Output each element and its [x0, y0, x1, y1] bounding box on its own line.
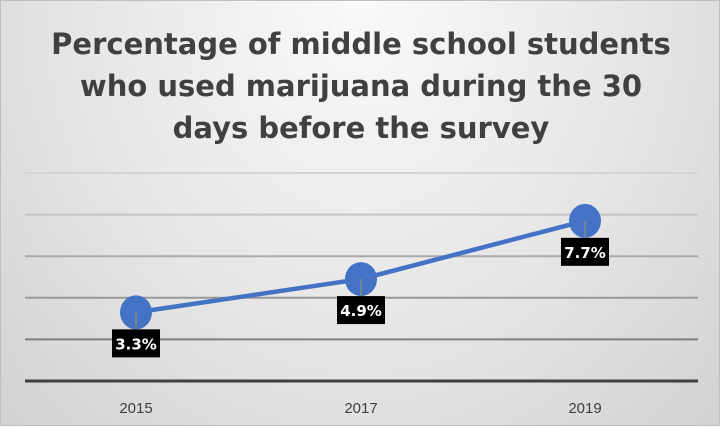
x-tick-label: 2019	[568, 400, 601, 417]
x-tick-label: 2017	[344, 400, 377, 417]
data-label: 4.9%	[340, 302, 382, 320]
data-label-box	[112, 329, 160, 358]
x-tick-label: 2015	[119, 400, 152, 417]
data-label: 7.7%	[564, 244, 606, 262]
data-label-box	[337, 296, 385, 325]
data-label-box	[561, 237, 609, 266]
data-label: 3.3%	[115, 335, 157, 353]
chart-title: Percentage of middle school students who…	[51, 27, 671, 145]
